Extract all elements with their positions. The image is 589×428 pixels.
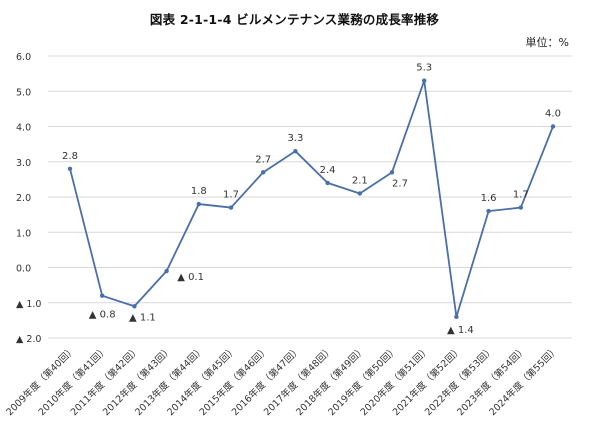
data-label: 4.0 xyxy=(545,109,561,120)
y-tick-label: 4.0 xyxy=(16,123,31,134)
y-tick-label: 5.0 xyxy=(16,87,31,98)
data-point xyxy=(164,268,169,274)
data-label: 5.3 xyxy=(416,63,432,74)
data-label: 3.3 xyxy=(287,133,303,144)
data-label: 1.7 xyxy=(223,190,239,201)
data-point xyxy=(454,314,459,320)
y-tick-label: 2.0 xyxy=(16,193,31,204)
data-label: 2.4 xyxy=(320,165,336,176)
y-tick-label: 0.0 xyxy=(16,264,31,275)
data-label: 1.8 xyxy=(191,186,207,197)
y-tick-label: 1.0 xyxy=(16,228,31,239)
data-point xyxy=(196,201,201,207)
y-tick-label: ▲ 1.0 xyxy=(16,299,41,310)
data-point xyxy=(100,293,105,298)
data-label: ▲ 1.4 xyxy=(447,325,474,336)
data-point xyxy=(422,78,427,83)
data-label: 1.7 xyxy=(513,190,529,201)
data-point xyxy=(293,148,298,154)
data-point xyxy=(486,208,491,214)
data-label: ▲ 1.1 xyxy=(129,312,156,323)
data-point xyxy=(67,166,73,171)
data-label: ▲ 0.8 xyxy=(89,310,116,321)
chart-title: 図表 2-1-1-4 ビルメンテナンス業務の成長率推移 xyxy=(149,12,440,27)
data-point xyxy=(550,124,556,129)
data-label: 2.7 xyxy=(255,154,271,165)
data-point xyxy=(132,304,137,309)
data-label: 2.8 xyxy=(62,151,78,162)
y-tick-label: ▲ 2.0 xyxy=(16,334,41,345)
y-tick-label: 6.0 xyxy=(16,52,31,63)
data-point xyxy=(518,205,523,210)
data-label: 2.1 xyxy=(352,175,368,186)
data-point xyxy=(357,191,362,196)
y-tick-label: 3.0 xyxy=(16,158,31,169)
data-label: ▲ 0.1 xyxy=(177,272,204,283)
data-point xyxy=(261,170,266,175)
unit-label: 単位：% xyxy=(525,36,569,49)
data-label: 1.6 xyxy=(481,193,497,204)
data-point xyxy=(325,180,330,186)
data-point xyxy=(228,205,234,210)
series-line xyxy=(69,79,554,318)
data-point xyxy=(389,170,395,175)
data-label: 2.7 xyxy=(392,178,408,189)
